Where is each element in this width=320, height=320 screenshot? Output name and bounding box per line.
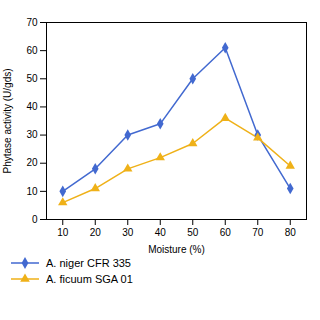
svg-text:70: 70 [252, 227, 264, 238]
svg-text:50: 50 [187, 227, 199, 238]
svg-text:Phytase activity (U/gds): Phytase activity (U/gds) [2, 68, 13, 173]
svg-text:60: 60 [220, 227, 232, 238]
svg-text:20: 20 [26, 157, 38, 168]
html-text:A. niger CFR 335: A. niger CFR 335 [46, 257, 131, 269]
svg-text:80: 80 [285, 227, 297, 238]
svg-text:10: 10 [26, 186, 38, 197]
svg-text:20: 20 [90, 227, 102, 238]
svg-text:10: 10 [57, 227, 69, 238]
svg-text:Moisture (%): Moisture (%) [148, 244, 205, 255]
svg-text:40: 40 [155, 227, 167, 238]
svg-text:60: 60 [26, 45, 38, 56]
html-text:A. ficuum SGA 01: A. ficuum SGA 01 [46, 273, 133, 285]
svg-text:0: 0 [32, 214, 38, 225]
svg-text:40: 40 [26, 101, 38, 112]
svg-text:50: 50 [26, 73, 38, 84]
svg-text:30: 30 [122, 227, 134, 238]
svg-text:30: 30 [26, 129, 38, 140]
svg-text:70: 70 [26, 17, 38, 28]
